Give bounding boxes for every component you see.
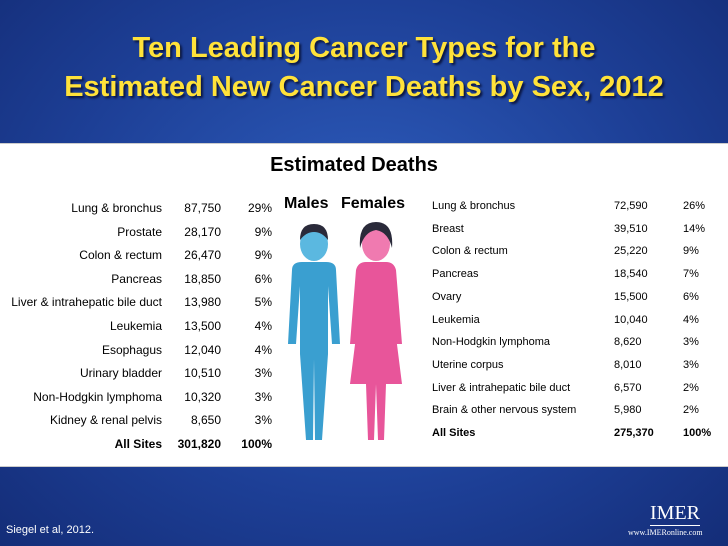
- female-count: 72,590: [614, 200, 648, 212]
- male-count: 12,040: [184, 342, 221, 357]
- male-percent: 9%: [254, 224, 272, 239]
- female-percent: 3%: [683, 358, 699, 371]
- female-percent: 7%: [683, 268, 699, 281]
- male-site: Lung & bronchus: [71, 201, 162, 215]
- female-count: 275,370: [614, 427, 654, 439]
- male-percent: 9%: [254, 248, 272, 263]
- female-site: Lung & bronchus: [432, 200, 516, 212]
- title-line: Ten Leading Cancer Types for the: [132, 32, 596, 64]
- male-count: 18,850: [184, 271, 221, 286]
- female-percent: 4%: [683, 313, 699, 326]
- male-site: Prostate: [117, 224, 162, 239]
- male-count: 10,320: [184, 389, 221, 404]
- female-site: Leukemia: [432, 313, 480, 326]
- male-site: Esophagus: [101, 342, 162, 357]
- male-site: Leukemia: [109, 319, 162, 333]
- panel: Estimated Deaths Males Females Lung & br…: [0, 143, 728, 467]
- logo: IMER: [650, 502, 700, 526]
- male-count: 26,470: [184, 248, 221, 263]
- male-site: Colon & rectum: [79, 248, 162, 263]
- male-percent: 5%: [254, 295, 272, 310]
- female-site: Brain & other nervous system: [432, 404, 577, 417]
- female-count: 18,540: [614, 268, 648, 281]
- female-count: 5,980: [614, 404, 642, 417]
- female-percent: 2%: [683, 404, 699, 417]
- female-figure: [350, 222, 402, 440]
- male-site: Urinary bladder: [79, 366, 162, 381]
- female-site: Ovary: [432, 290, 462, 303]
- females-label: Females: [341, 195, 406, 212]
- male-count: 13,980: [184, 295, 221, 310]
- male-site: Pancreas: [111, 271, 162, 286]
- female-count: 39,510: [614, 222, 648, 235]
- female-site: Liver & intrahepatic bile duct: [432, 381, 571, 394]
- male-count: 13,500: [184, 319, 221, 333]
- logo-url: www.IMERonline.com: [628, 528, 703, 537]
- female-percent: 14%: [683, 222, 706, 235]
- female-site: Non-Hodgkin lymphoma: [432, 336, 550, 349]
- male-site: Liver & intrahepatic bile duct: [11, 295, 162, 310]
- male-count: 87,750: [184, 201, 221, 215]
- male-percent: 6%: [254, 271, 272, 286]
- female-percent: 26%: [683, 200, 706, 212]
- male-percent: 4%: [254, 319, 272, 333]
- male-figure: [288, 224, 340, 440]
- female-percent: 3%: [683, 336, 699, 349]
- female-site: All Sites: [432, 427, 476, 439]
- male-count: 301,820: [177, 437, 221, 451]
- female-count: 10,040: [614, 313, 648, 326]
- figures: [288, 222, 402, 440]
- female-site: Colon & rectum: [432, 245, 508, 258]
- female-site: Breast: [432, 222, 464, 235]
- male-percent: 100%: [241, 437, 272, 451]
- male-percent: 3%: [254, 413, 272, 428]
- male-site: All Sites: [114, 437, 162, 451]
- female-percent: 6%: [683, 290, 699, 303]
- panel-heading: Estimated Deaths: [270, 154, 438, 176]
- female-site: Uterine corpus: [432, 358, 504, 371]
- female-site: Pancreas: [432, 268, 479, 281]
- male-count: 28,170: [184, 224, 221, 239]
- male-count: 10,510: [184, 366, 221, 381]
- female-percent: 2%: [683, 381, 699, 394]
- female-count: 8,010: [614, 358, 642, 371]
- male-site: Non-Hodgkin lymphoma: [33, 389, 162, 404]
- males-label: Males: [284, 195, 329, 212]
- male-percent: 29%: [247, 201, 272, 215]
- male-percent: 3%: [254, 389, 272, 404]
- male-site: Kidney & renal pelvis: [49, 413, 162, 428]
- female-count: 15,500: [614, 290, 648, 303]
- male-percent: 3%: [254, 366, 272, 381]
- female-count: 25,220: [614, 245, 648, 258]
- female-count: 8,620: [614, 336, 642, 349]
- female-count: 6,570: [614, 381, 642, 394]
- female-percent: 100%: [683, 427, 712, 439]
- citation: Siegel et al, 2012.: [6, 524, 95, 536]
- male-percent: 4%: [254, 342, 272, 357]
- female-percent: 9%: [683, 245, 699, 258]
- title-line: Estimated New Cancer Deaths by Sex, 2012: [64, 71, 664, 103]
- male-count: 8,650: [190, 413, 221, 428]
